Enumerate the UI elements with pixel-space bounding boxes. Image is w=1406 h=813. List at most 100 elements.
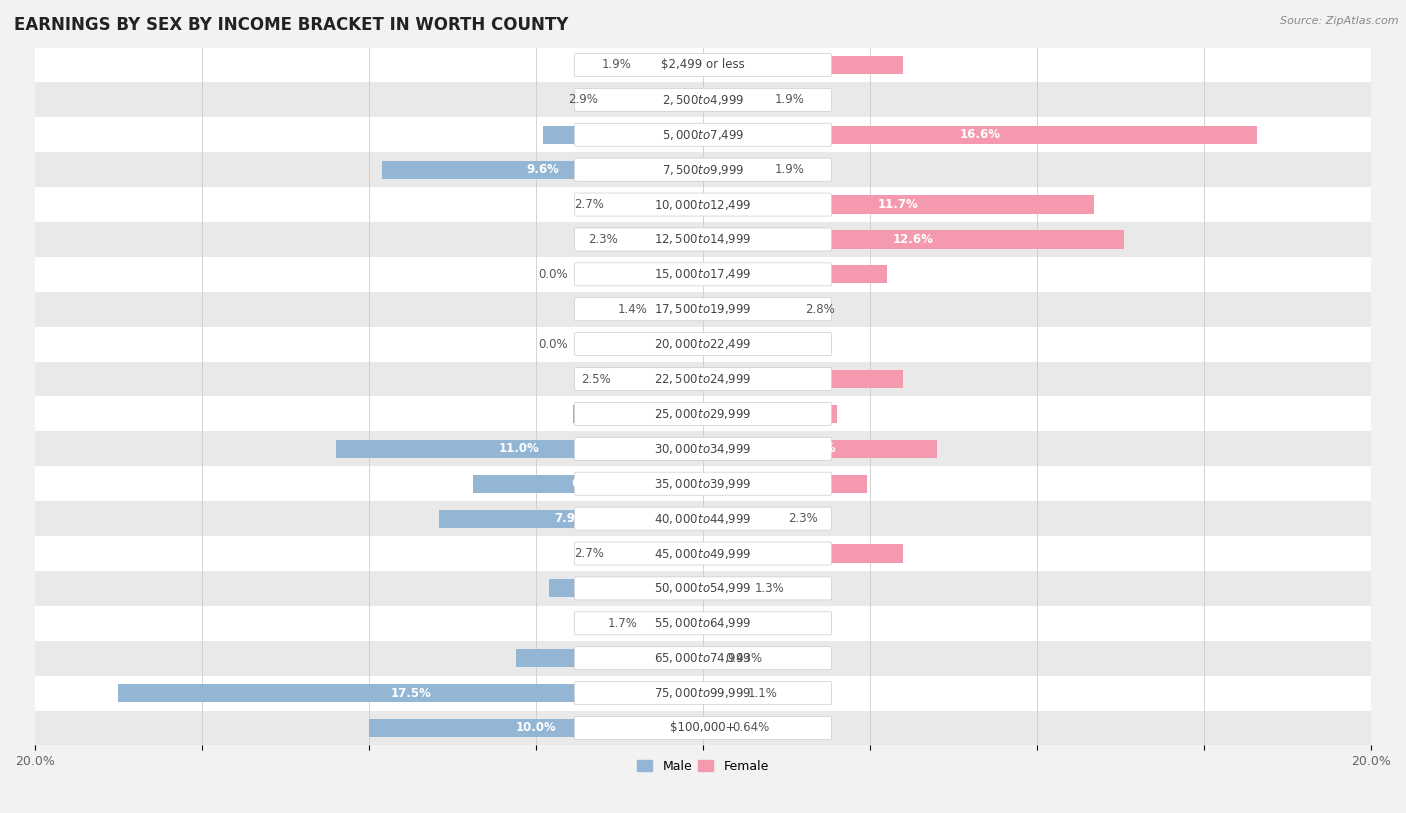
Bar xyxy=(626,230,703,249)
Bar xyxy=(613,545,703,563)
Text: 4.8%: 4.8% xyxy=(606,128,640,141)
Bar xyxy=(703,510,780,528)
Bar xyxy=(703,335,830,353)
Bar xyxy=(703,405,837,423)
Text: $17,500 to $19,999: $17,500 to $19,999 xyxy=(654,302,752,316)
Bar xyxy=(35,571,1371,606)
Text: 1.7%: 1.7% xyxy=(607,617,638,630)
Bar xyxy=(35,222,1371,257)
Text: 6.0%: 6.0% xyxy=(787,547,820,560)
Text: 1.9%: 1.9% xyxy=(775,93,804,107)
Legend: Male, Female: Male, Female xyxy=(633,754,773,777)
Text: 6.0%: 6.0% xyxy=(787,372,820,385)
Bar xyxy=(703,230,1123,249)
Text: $10,000 to $12,499: $10,000 to $12,499 xyxy=(654,198,752,211)
FancyBboxPatch shape xyxy=(575,298,831,321)
Text: 10.0%: 10.0% xyxy=(516,721,557,734)
FancyBboxPatch shape xyxy=(575,611,831,635)
Bar xyxy=(35,397,1371,432)
Text: 3.8%: 3.8% xyxy=(749,337,783,350)
Bar xyxy=(703,126,1257,144)
Text: 1.3%: 1.3% xyxy=(755,582,785,595)
Bar xyxy=(35,117,1371,152)
Text: $35,000 to $39,999: $35,000 to $39,999 xyxy=(654,476,752,491)
Text: 11.0%: 11.0% xyxy=(499,442,540,455)
FancyBboxPatch shape xyxy=(575,367,831,390)
FancyBboxPatch shape xyxy=(575,263,831,286)
Bar xyxy=(703,370,904,388)
FancyBboxPatch shape xyxy=(575,646,831,670)
Text: $40,000 to $44,999: $40,000 to $44,999 xyxy=(654,511,752,526)
Bar xyxy=(516,649,703,667)
Text: 2.8%: 2.8% xyxy=(804,302,835,315)
Text: $50,000 to $54,999: $50,000 to $54,999 xyxy=(654,581,752,595)
Bar xyxy=(35,536,1371,571)
Text: 16.6%: 16.6% xyxy=(960,128,1001,141)
FancyBboxPatch shape xyxy=(575,437,831,460)
Text: $30,000 to $34,999: $30,000 to $34,999 xyxy=(654,441,752,456)
Text: 2.3%: 2.3% xyxy=(588,233,617,246)
Bar xyxy=(703,300,797,319)
Bar xyxy=(703,475,866,493)
Text: $20,000 to $22,499: $20,000 to $22,499 xyxy=(654,337,752,351)
Bar xyxy=(35,501,1371,536)
Bar xyxy=(657,300,703,319)
Text: 3.9%: 3.9% xyxy=(621,407,654,420)
Bar xyxy=(640,56,703,74)
Bar xyxy=(35,432,1371,467)
Bar xyxy=(35,676,1371,711)
Bar xyxy=(703,440,936,458)
Bar xyxy=(613,195,703,214)
Text: $22,500 to $24,999: $22,500 to $24,999 xyxy=(654,372,752,386)
Bar xyxy=(703,91,766,109)
Text: $2,500 to $4,999: $2,500 to $4,999 xyxy=(662,93,744,107)
Text: 0.43%: 0.43% xyxy=(725,652,763,665)
Text: 12.6%: 12.6% xyxy=(893,233,934,246)
Text: 7.9%: 7.9% xyxy=(555,512,588,525)
Text: 7.0%: 7.0% xyxy=(804,442,837,455)
Bar xyxy=(439,510,703,528)
Text: $2,499 or less: $2,499 or less xyxy=(661,59,745,72)
Text: 17.5%: 17.5% xyxy=(391,687,432,699)
Text: Source: ZipAtlas.com: Source: ZipAtlas.com xyxy=(1281,16,1399,26)
FancyBboxPatch shape xyxy=(575,54,831,76)
Bar xyxy=(35,82,1371,117)
Text: $75,000 to $99,999: $75,000 to $99,999 xyxy=(654,686,752,700)
Text: 2.7%: 2.7% xyxy=(575,547,605,560)
FancyBboxPatch shape xyxy=(575,716,831,740)
Bar xyxy=(382,161,703,179)
Bar xyxy=(703,195,1094,214)
Text: $55,000 to $64,999: $55,000 to $64,999 xyxy=(654,616,752,630)
Bar xyxy=(35,606,1371,641)
Text: 9.6%: 9.6% xyxy=(526,163,560,176)
Bar xyxy=(35,187,1371,222)
Text: 1.1%: 1.1% xyxy=(748,687,778,699)
Text: 4.9%: 4.9% xyxy=(769,477,801,490)
Bar xyxy=(368,719,703,737)
Text: 5.6%: 5.6% xyxy=(593,652,626,665)
Bar xyxy=(35,362,1371,397)
Text: $15,000 to $17,499: $15,000 to $17,499 xyxy=(654,267,752,281)
Bar xyxy=(35,641,1371,676)
Text: 11.7%: 11.7% xyxy=(877,198,918,211)
FancyBboxPatch shape xyxy=(575,124,831,146)
Bar xyxy=(620,370,703,388)
Text: $5,000 to $7,499: $5,000 to $7,499 xyxy=(662,128,744,141)
Bar xyxy=(35,257,1371,292)
Text: 0.0%: 0.0% xyxy=(538,267,568,280)
FancyBboxPatch shape xyxy=(575,89,831,111)
FancyBboxPatch shape xyxy=(575,507,831,530)
Bar xyxy=(35,467,1371,501)
Bar xyxy=(35,292,1371,327)
Text: 2.7%: 2.7% xyxy=(575,198,605,211)
Text: 0.64%: 0.64% xyxy=(733,721,770,734)
Bar xyxy=(703,719,724,737)
Text: 0.0%: 0.0% xyxy=(538,337,568,350)
Bar xyxy=(550,580,703,598)
Text: $65,000 to $74,999: $65,000 to $74,999 xyxy=(654,651,752,665)
Bar xyxy=(606,91,703,109)
Bar xyxy=(35,327,1371,362)
Text: 5.5%: 5.5% xyxy=(779,267,811,280)
FancyBboxPatch shape xyxy=(575,193,831,216)
Text: 3.6%: 3.6% xyxy=(747,617,779,630)
